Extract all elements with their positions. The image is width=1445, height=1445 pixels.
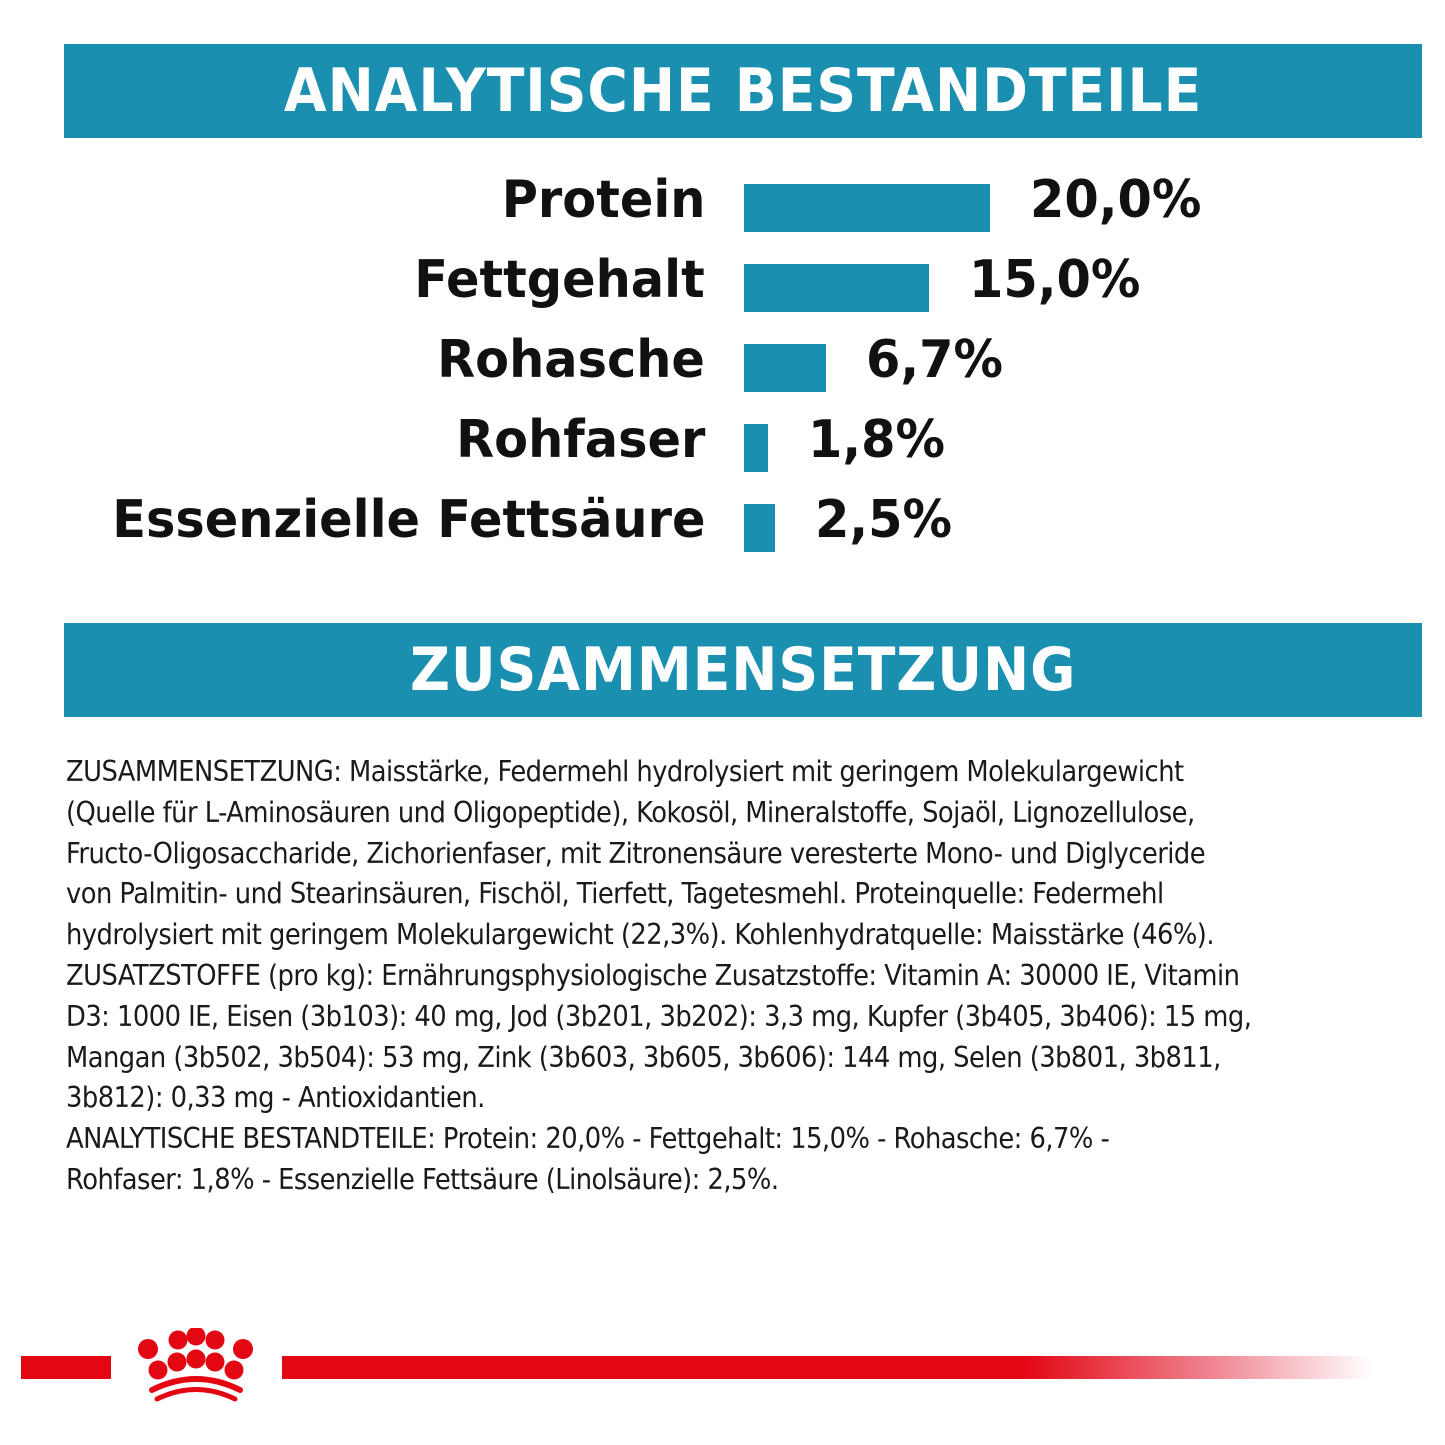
- composition-line: hydrolysiert mit geringem Molekulargewic…: [66, 918, 1215, 952]
- composition-line: von Palmitin- und Stearinsäuren, Fischöl…: [66, 877, 1164, 911]
- chart-row: Fettgehalt 15,0%: [0, 250, 1445, 312]
- chart-category-label: Rohfaser: [455, 410, 705, 470]
- chart-row: Rohfaser 1,8%: [0, 410, 1445, 472]
- chart-value-label: 2,5%: [814, 490, 952, 550]
- composition-section-title: ZUSAMMENSETZUNG: [409, 635, 1077, 705]
- composition-line: Mangan (3b502, 3b504): 53 mg, Zink (3b60…: [66, 1040, 1221, 1074]
- composition-line: 3b812): 0,33 mg - Antioxidantien.: [66, 1081, 485, 1115]
- composition-line: ZUSAMMENSETZUNG: Maisstärke, Federmehl h…: [66, 755, 1184, 788]
- analytic-section-title: ANALYTISCHE BESTANDTEILE: [283, 56, 1203, 126]
- royal-canin-crown-icon: [138, 1328, 253, 1402]
- composition-line: ANALYTISCHE BESTANDTEILE: Protein: 20,0%…: [66, 1122, 1110, 1156]
- composition-line: D3: 1000 IE, Eisen (3b103): 40 mg, Jod (…: [66, 999, 1252, 1033]
- chart-value-label: 15,0%: [968, 250, 1140, 310]
- chart-category-label: Rohasche: [437, 330, 705, 390]
- chart-bar: [744, 264, 929, 312]
- chart-bar: [744, 424, 768, 472]
- chart-row: Protein 20,0%: [0, 170, 1445, 232]
- chart-row: Rohasche 6,7%: [0, 330, 1445, 392]
- composition-text: ZUSAMMENSETZUNG: Maisstärke, Federmehl h…: [66, 752, 1406, 1201]
- chart-category-label: Essenzielle Fettsäure: [111, 490, 705, 550]
- footer-stripe-right: [282, 1356, 1372, 1379]
- chart-value-label: 6,7%: [866, 330, 1004, 390]
- chart-bar: [744, 184, 990, 232]
- brand-footer: [0, 1320, 1445, 1402]
- chart-category-label: Protein: [501, 170, 705, 230]
- composition-section-banner: ZUSAMMENSETZUNG: [64, 623, 1422, 717]
- analytic-section-banner: ANALYTISCHE BESTANDTEILE: [64, 44, 1422, 138]
- chart-bar: [744, 344, 827, 392]
- composition-line: (Quelle für L-Aminosäuren und Oligopepti…: [66, 795, 1195, 829]
- chart-value-label: 20,0%: [1030, 170, 1202, 230]
- composition-line: Fructo-Oligosaccharide, Zichorienfaser, …: [66, 836, 1206, 870]
- chart-value-label: 1,8%: [808, 410, 946, 470]
- chart-category-label: Fettgehalt: [414, 250, 705, 310]
- chart-bar: [744, 504, 775, 552]
- composition-line: Rohfaser: 1,8% - Essenzielle Fettsäure (…: [66, 1162, 779, 1196]
- composition-line: ZUSATZSTOFFE (pro kg): Ernährungsphysiol…: [66, 958, 1240, 992]
- chart-row: Essenzielle Fettsäure 2,5%: [0, 490, 1445, 552]
- footer-stripe-left: [21, 1356, 111, 1379]
